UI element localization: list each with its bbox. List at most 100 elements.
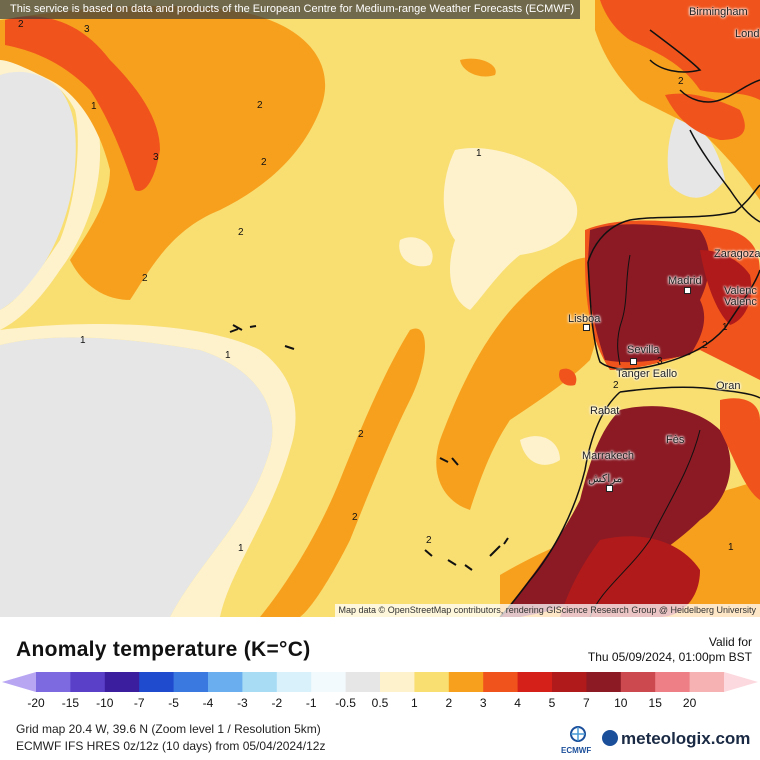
azores-islands (229, 324, 295, 350)
colorbar-swatch (517, 672, 553, 692)
ecmwf-attribution: This service is based on data and produc… (0, 0, 581, 19)
legend-title: Anomaly temperature (K=°C) (16, 638, 311, 661)
madeira-islands (439, 457, 459, 466)
city-label-lisboa: Lisboa (568, 313, 601, 325)
coastline-wales (649, 29, 702, 73)
contour-label: 1 (728, 542, 734, 553)
model-info: ECMWF IFS HRES 0z/12z (10 days) from 05/… (16, 739, 326, 753)
contour-label: 1 (476, 148, 482, 159)
colorbar-tick-label: -3 (237, 696, 248, 710)
contour-label: 2 (261, 157, 267, 168)
city-label-london: Lond (735, 28, 760, 40)
colorbar-tick-label: -15 (62, 696, 80, 710)
colorbar-swatch (414, 672, 450, 692)
contour-label: 3 (153, 152, 159, 163)
colorbar-tick-label: 10 (614, 696, 628, 710)
colorbar-swatch (448, 672, 484, 692)
valid-for-label: Valid for (708, 635, 752, 649)
colorbar-swatch (36, 672, 71, 692)
colorbar-tick-label: 15 (649, 696, 663, 710)
anomaly-field-3-4 (5, 16, 160, 191)
coastline-morocco (499, 391, 621, 617)
grid-info: Grid map 20.4 W, 39.6 N (Zoom level 1 / … (16, 722, 321, 736)
ecmwf-label: ECMWF (561, 746, 592, 755)
colorbar-tick-label: -5 (168, 696, 179, 710)
anomaly-field-2-3 (264, 63, 281, 81)
border-portugal-spain (617, 254, 631, 366)
colorbar-tick-label: 1 (411, 696, 418, 710)
weather-map[interactable]: 3 3 2 2 2 2 2 2 2 2 2 2 2 1 1 1 1 1 1 1 … (0, 0, 760, 617)
colorbar-tick-label: -10 (96, 696, 114, 710)
city-label-tanger: Tanger Eallo (616, 368, 678, 380)
anomaly-field-3-4 (665, 93, 745, 140)
city-label-valencia: Valenc (724, 296, 757, 308)
anomaly-field-2-3 (460, 58, 496, 77)
colorbar-swatch (311, 672, 347, 692)
city-label-oran: Oran (716, 380, 741, 392)
colorbar-tick-label: -7 (134, 696, 145, 710)
contour-label: 2 (613, 380, 619, 391)
anomaly-field-5-7 (588, 224, 710, 363)
colorbar-tick-label: -1 (306, 696, 317, 710)
meteologix-logo-icon (602, 730, 618, 746)
colorbar-tick-label: 2 (445, 696, 452, 710)
city-label-madrid: Madrid (668, 275, 702, 287)
meteologix-brand[interactable]: meteologix.com (602, 729, 750, 749)
colorbar-tick-label: -4 (203, 696, 214, 710)
colorbar-swatch (345, 672, 381, 692)
contour-label: 3 (657, 356, 663, 367)
coastline-france (689, 129, 760, 223)
colorbar-tick-label: -0.5 (335, 696, 356, 710)
colorbar-swatch (552, 672, 587, 692)
anomaly-field-0-5 (0, 57, 101, 330)
colorbar-tick-label: 5 (549, 696, 556, 710)
colorbar-tick-label: 7 (583, 696, 590, 710)
colorbar-tick-label: 3 (480, 696, 487, 710)
colorbar-swatch (276, 672, 312, 692)
colorbar-tick-label: 0.5 (372, 696, 389, 710)
anomaly-field-0-5 (443, 148, 578, 310)
anomaly-field-3-4 (600, 0, 760, 100)
contour-label: 3 (84, 24, 90, 35)
colorbar-swatch (655, 672, 691, 692)
contour-label: 1 (225, 350, 231, 361)
anomaly-field-2-3 (436, 257, 605, 510)
anomaly-field-4-5 (560, 536, 700, 617)
ecmwf-logo-icon (570, 726, 586, 742)
colorbar-swatch (208, 672, 243, 692)
anomaly-field-0-5 (399, 237, 433, 267)
colorbar-swatch (483, 672, 519, 692)
contour-label: 2 (702, 340, 708, 351)
colorbar-swatch (104, 672, 140, 692)
anomaly-field-0-5 (0, 324, 296, 617)
contour-label: 1 (722, 322, 728, 333)
colorbar-swatch (70, 672, 106, 692)
city-label-sevilla: Sevilla (627, 344, 660, 356)
coastline-biscay (587, 184, 760, 263)
coastline-north-africa (619, 386, 760, 399)
anomaly-field-2-3 (260, 328, 425, 617)
city-label-marrakech: Marrakech (582, 450, 634, 462)
anomaly-field-neutral (667, 110, 725, 198)
city-label-zaragoza: Zaragoza (714, 248, 760, 260)
colorbar-arrow-high (724, 672, 758, 692)
colorbar-swatch (620, 672, 656, 692)
contour-label: 1 (91, 101, 97, 112)
contour-label: 2 (257, 100, 263, 111)
city-marker (583, 324, 590, 331)
colorbar-swatch (242, 672, 278, 692)
anomaly-field-3-4 (720, 398, 760, 500)
coastline-iberia (587, 261, 760, 370)
map-attribution[interactable]: Map data © OpenStreetMap contributors, r… (334, 604, 760, 617)
valid-time: Thu 05/09/2024, 01:00pm BST (587, 650, 752, 664)
contour-label: 2 (238, 227, 244, 238)
colorbar-tick-label: -2 (271, 696, 282, 710)
colorbar-tick-label: -20 (27, 696, 45, 710)
contour-label: 2 (358, 429, 364, 440)
colorbar-swatch (380, 672, 415, 692)
meteologix-text: meteologix.com (621, 729, 751, 748)
border-morocco (589, 429, 701, 617)
city-label-birmingham: Birmingham (689, 6, 748, 18)
contour-label: 2 (678, 76, 684, 87)
canary-islands (424, 537, 509, 571)
